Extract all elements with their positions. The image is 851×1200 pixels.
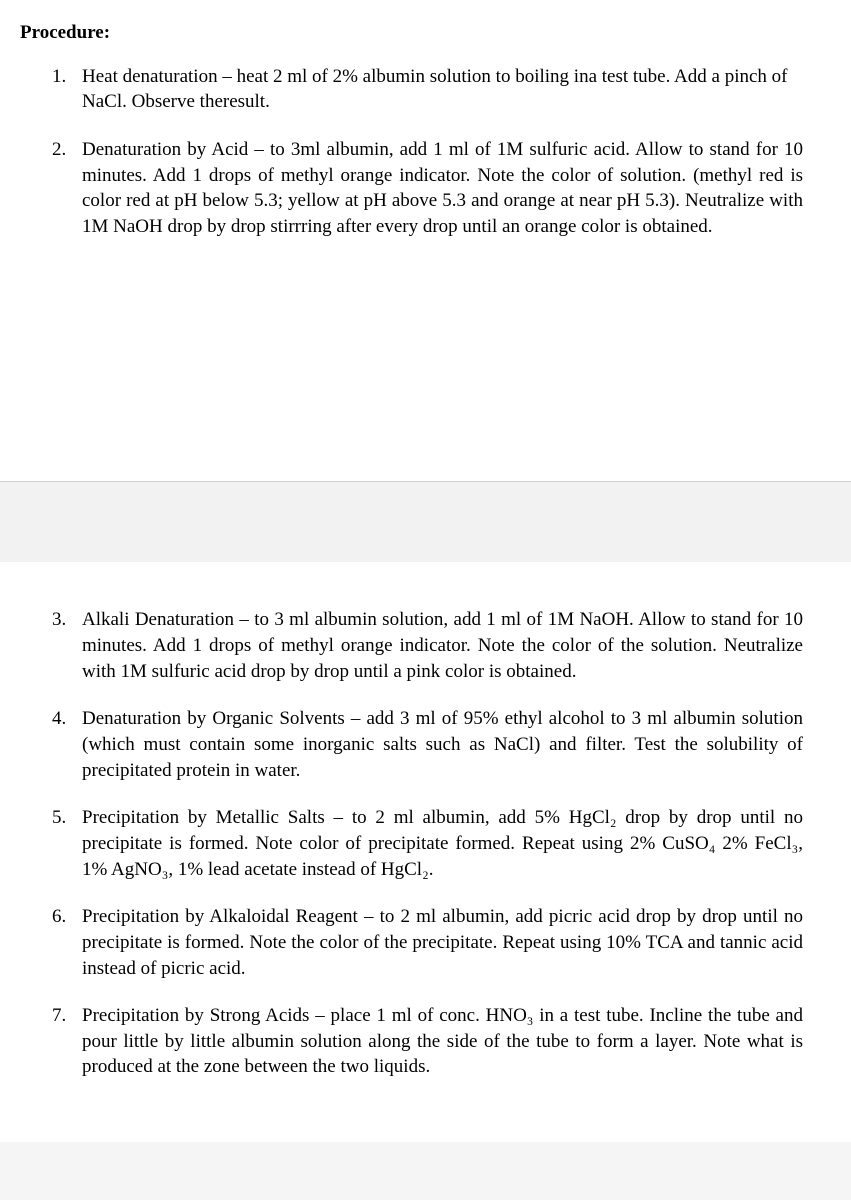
procedure-item: 7. Precipitation by Strong Acids – place… [30, 1003, 821, 1080]
procedure-item: 4. Denaturation by Organic Solvents – ad… [30, 706, 821, 783]
item-number: 2. [52, 137, 82, 240]
procedure-item: 6. Precipitation by Alkaloidal Reagent –… [30, 904, 821, 981]
item-text: Denaturation by Organic Solvents – add 3… [82, 706, 821, 783]
item-number: 4. [52, 706, 82, 783]
page-break-gap [0, 482, 851, 562]
item-text: Heat denaturation – heat 2 ml of 2% albu… [82, 64, 821, 115]
item-text: Denaturation by Acid – to 3ml albumin, a… [82, 137, 821, 240]
item-text: Precipitation by Alkaloidal Reagent – to… [82, 904, 821, 981]
page-bottom-section: 3. Alkali Denaturation – to 3 ml albumin… [0, 562, 851, 1142]
item-number: 6. [52, 904, 82, 981]
item-text: Precipitation by Strong Acids – place 1 … [82, 1003, 821, 1080]
page-top-section: Procedure: 1. Heat denaturation – heat 2… [0, 0, 851, 482]
procedure-item: 1. Heat denaturation – heat 2 ml of 2% a… [30, 64, 821, 115]
item-number: 3. [52, 607, 82, 684]
procedure-item: 3. Alkali Denaturation – to 3 ml albumin… [30, 607, 821, 684]
item-number: 5. [52, 805, 82, 882]
item-number: 1. [52, 64, 82, 115]
procedure-heading: Procedure: [20, 20, 821, 46]
procedure-item: 2. Denaturation by Acid – to 3ml albumin… [30, 137, 821, 240]
item-text: Precipitation by Metallic Salts – to 2 m… [82, 805, 821, 882]
item-text: Alkali Denaturation – to 3 ml albumin so… [82, 607, 821, 684]
item-number: 7. [52, 1003, 82, 1080]
procedure-item: 5. Precipitation by Metallic Salts – to … [30, 805, 821, 882]
